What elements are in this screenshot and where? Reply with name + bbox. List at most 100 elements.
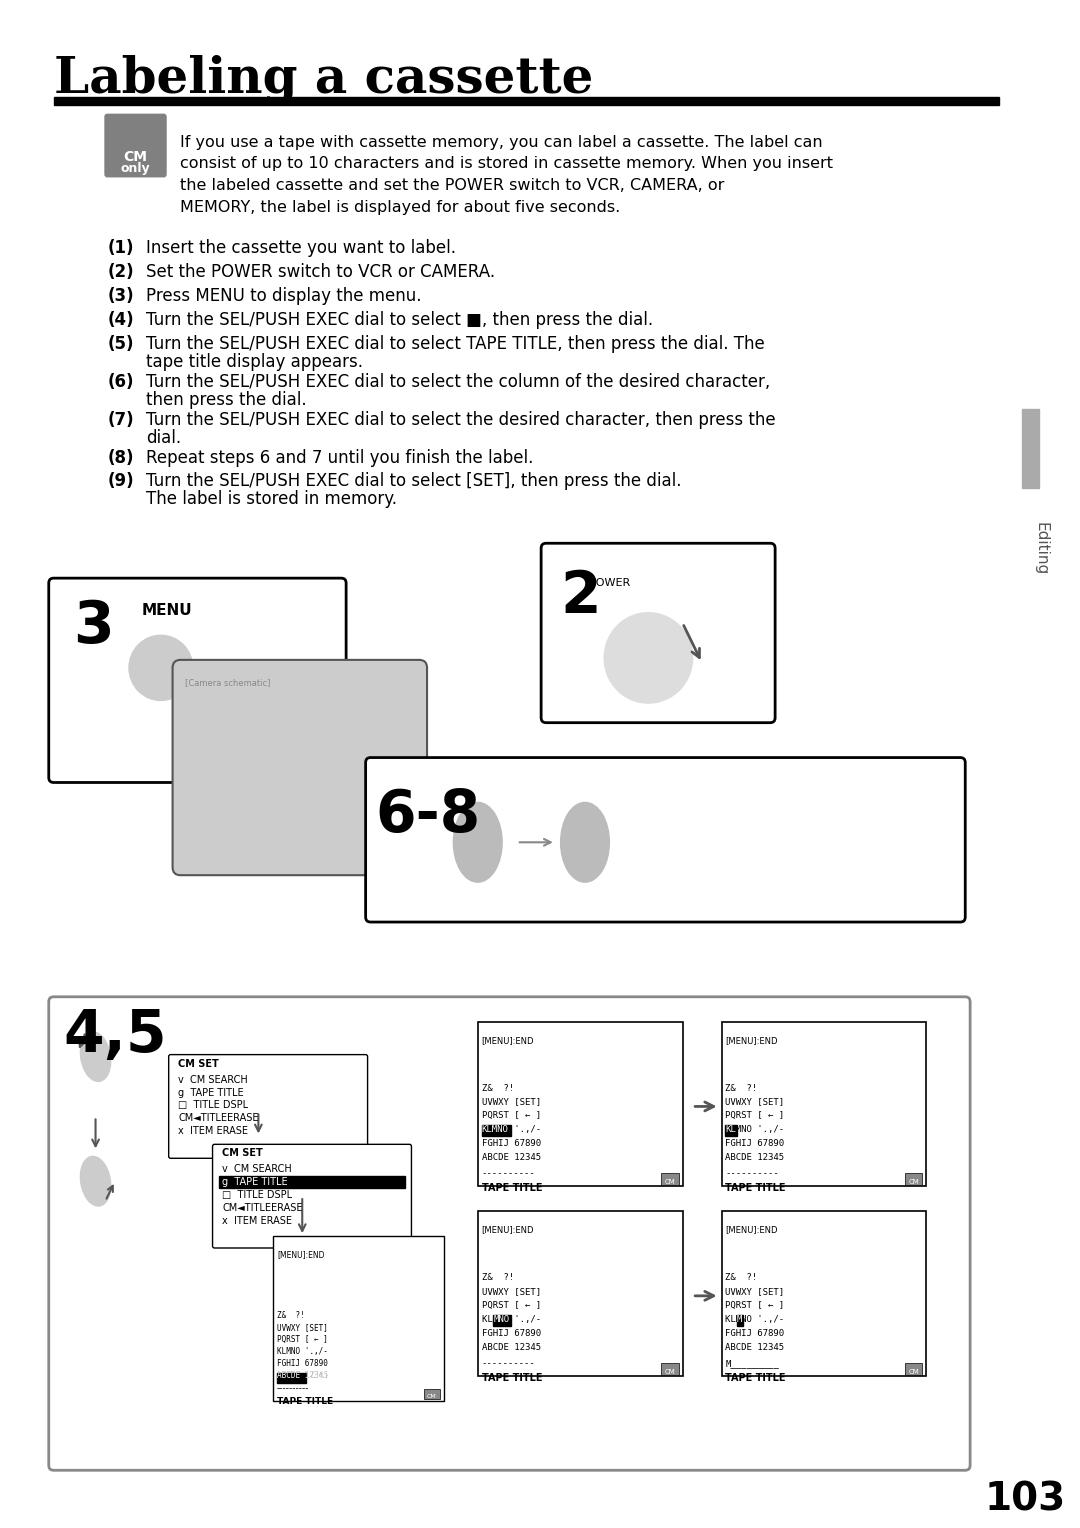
Text: x  ITEM ERASE: x ITEM ERASE <box>222 1216 293 1225</box>
Text: ABCDE 12345: ABCDE 12345 <box>276 1371 327 1380</box>
Bar <box>1022 408 1039 489</box>
Bar <box>54 96 999 104</box>
Circle shape <box>605 613 692 703</box>
Text: tape title display appears.: tape title display appears. <box>146 353 363 371</box>
Text: (5): (5) <box>107 335 134 353</box>
Text: MENU: MENU <box>141 604 192 617</box>
FancyArrowPatch shape <box>107 1186 112 1198</box>
Text: CM: CM <box>908 1369 919 1375</box>
Text: □  TITLE DSPL: □ TITLE DSPL <box>178 1100 248 1111</box>
Text: MEMORY, the label is displayed for about five seconds.: MEMORY, the label is displayed for about… <box>180 200 621 215</box>
Text: KLMNO '.,/-: KLMNO '.,/- <box>726 1126 784 1134</box>
Bar <box>477 1212 683 1375</box>
Text: 6-8: 6-8 <box>376 787 481 845</box>
Text: ----------: ---------- <box>726 1169 779 1178</box>
Text: FGHIJ 67890: FGHIJ 67890 <box>726 1140 784 1149</box>
Text: FGHIJ 67890: FGHIJ 67890 <box>726 1329 784 1337</box>
Text: TAPE TITLE: TAPE TITLE <box>482 1372 542 1383</box>
Text: (1): (1) <box>107 240 134 257</box>
Ellipse shape <box>81 1157 110 1206</box>
Text: ABCDE 12345: ABCDE 12345 <box>726 1154 784 1163</box>
Bar <box>721 1212 927 1375</box>
Text: The label is stored in memory.: The label is stored in memory. <box>146 490 397 509</box>
Text: v  CM SEARCH: v CM SEARCH <box>222 1164 292 1174</box>
Text: M: M <box>737 1314 742 1323</box>
Text: CM: CM <box>908 1180 919 1186</box>
Text: KLMNO '.,/-: KLMNO '.,/- <box>726 1314 784 1323</box>
Text: CM SET: CM SET <box>178 1059 219 1068</box>
Text: PQRST [ ← ]: PQRST [ ← ] <box>726 1300 784 1309</box>
Text: (2): (2) <box>107 263 134 281</box>
Text: Set the POWER switch to VCR or CAMERA.: Set the POWER switch to VCR or CAMERA. <box>146 263 496 281</box>
Text: (4): (4) <box>107 312 134 329</box>
Bar <box>424 1389 440 1398</box>
Bar <box>661 1363 678 1375</box>
Text: ABCDE 12345: ABCDE 12345 <box>276 1371 327 1380</box>
FancyBboxPatch shape <box>49 578 346 782</box>
Text: [MENU]:END: [MENU]:END <box>276 1250 324 1259</box>
Text: FGHIJ 67890: FGHIJ 67890 <box>482 1329 541 1337</box>
Text: CM◄TITLEERASE: CM◄TITLEERASE <box>222 1203 302 1213</box>
Text: UVWXY [SET]: UVWXY [SET] <box>726 1097 784 1106</box>
Text: [MENU]:END: [MENU]:END <box>726 1225 778 1235</box>
Text: CM: CM <box>664 1180 675 1186</box>
FancyArrowPatch shape <box>684 625 700 657</box>
Text: UVWXY [SET]: UVWXY [SET] <box>726 1287 784 1296</box>
FancyBboxPatch shape <box>173 660 427 876</box>
Bar <box>726 1126 738 1137</box>
Text: the labeled cassette and set the POWER switch to VCR, CAMERA, or: the labeled cassette and set the POWER s… <box>180 179 725 194</box>
Text: M_________: M_________ <box>726 1358 779 1368</box>
Text: KLMNO '.,/-: KLMNO '.,/- <box>276 1346 327 1355</box>
Bar <box>905 1174 922 1186</box>
Text: MNO: MNO <box>494 1314 510 1323</box>
Text: KLMNO: KLMNO <box>482 1126 509 1134</box>
Text: 2: 2 <box>561 568 602 625</box>
Text: Z&  ?!: Z& ?! <box>726 1273 758 1282</box>
Text: v  CM SEARCH: v CM SEARCH <box>178 1074 248 1085</box>
Text: TAPE TITLE: TAPE TITLE <box>726 1372 786 1383</box>
Text: Z&  ?!: Z& ?! <box>726 1083 758 1093</box>
Text: (6): (6) <box>107 373 134 391</box>
Text: [MENU]:END: [MENU]:END <box>482 1036 535 1045</box>
Text: CM: CM <box>427 1394 436 1398</box>
Text: TAPE TITLE: TAPE TITLE <box>276 1397 333 1406</box>
Text: dial.: dial. <box>146 429 181 446</box>
Text: Turn the SEL/PUSH EXEC dial to select the desired character, then press the: Turn the SEL/PUSH EXEC dial to select th… <box>146 411 775 429</box>
Text: 103: 103 <box>985 1481 1066 1519</box>
Text: only: only <box>121 162 150 176</box>
Text: PQRST [ ← ]: PQRST [ ← ] <box>276 1335 327 1343</box>
Text: Repeat steps 6 and 7 until you finish the label.: Repeat steps 6 and 7 until you finish th… <box>146 449 534 466</box>
Text: FGHIJ 67890: FGHIJ 67890 <box>482 1140 541 1149</box>
Text: [MENU]:END: [MENU]:END <box>726 1036 778 1045</box>
Text: ABCDE 12345: ABCDE 12345 <box>482 1154 541 1163</box>
Circle shape <box>130 636 192 700</box>
Text: Editing: Editing <box>1034 521 1049 575</box>
Bar <box>737 1314 743 1326</box>
Text: 4,5: 4,5 <box>64 1007 167 1063</box>
FancyBboxPatch shape <box>105 113 166 177</box>
Ellipse shape <box>561 802 609 882</box>
Text: CM◄TITLEERASE: CM◄TITLEERASE <box>178 1114 259 1123</box>
Text: g  TAPE TITLE: g TAPE TITLE <box>222 1177 288 1187</box>
Text: Press MENU to display the menu.: Press MENU to display the menu. <box>146 287 422 306</box>
Text: PQRST [ ← ]: PQRST [ ← ] <box>482 1300 541 1309</box>
Text: FGHIJ 67890: FGHIJ 67890 <box>276 1358 327 1368</box>
Text: Turn the SEL/PUSH EXEC dial to select the column of the desired character,: Turn the SEL/PUSH EXEC dial to select th… <box>146 373 770 391</box>
Text: TAPE TITLE: TAPE TITLE <box>726 1183 786 1193</box>
Text: ----------: ---------- <box>482 1358 536 1368</box>
Text: x  ITEM ERASE: x ITEM ERASE <box>178 1126 248 1137</box>
Text: POWER: POWER <box>590 578 631 588</box>
FancyArrowPatch shape <box>519 839 551 845</box>
Bar <box>721 1022 927 1186</box>
Text: Turn the SEL/PUSH EXEC dial to select ■, then press the dial.: Turn the SEL/PUSH EXEC dial to select ■,… <box>146 312 653 329</box>
Text: ABCDE 12345: ABCDE 12345 <box>482 1343 541 1352</box>
Text: Z&  ?!: Z& ?! <box>276 1311 305 1320</box>
FancyBboxPatch shape <box>49 996 970 1470</box>
FancyBboxPatch shape <box>366 758 966 921</box>
Text: Labeling a cassette: Labeling a cassette <box>54 55 593 104</box>
FancyArrowPatch shape <box>299 1199 306 1232</box>
Text: CM: CM <box>123 150 148 163</box>
FancyArrowPatch shape <box>255 1114 261 1131</box>
Text: PQRST [ ← ]: PQRST [ ← ] <box>726 1111 784 1120</box>
Text: KLMNO '.,/-: KLMNO '.,/- <box>482 1126 541 1134</box>
